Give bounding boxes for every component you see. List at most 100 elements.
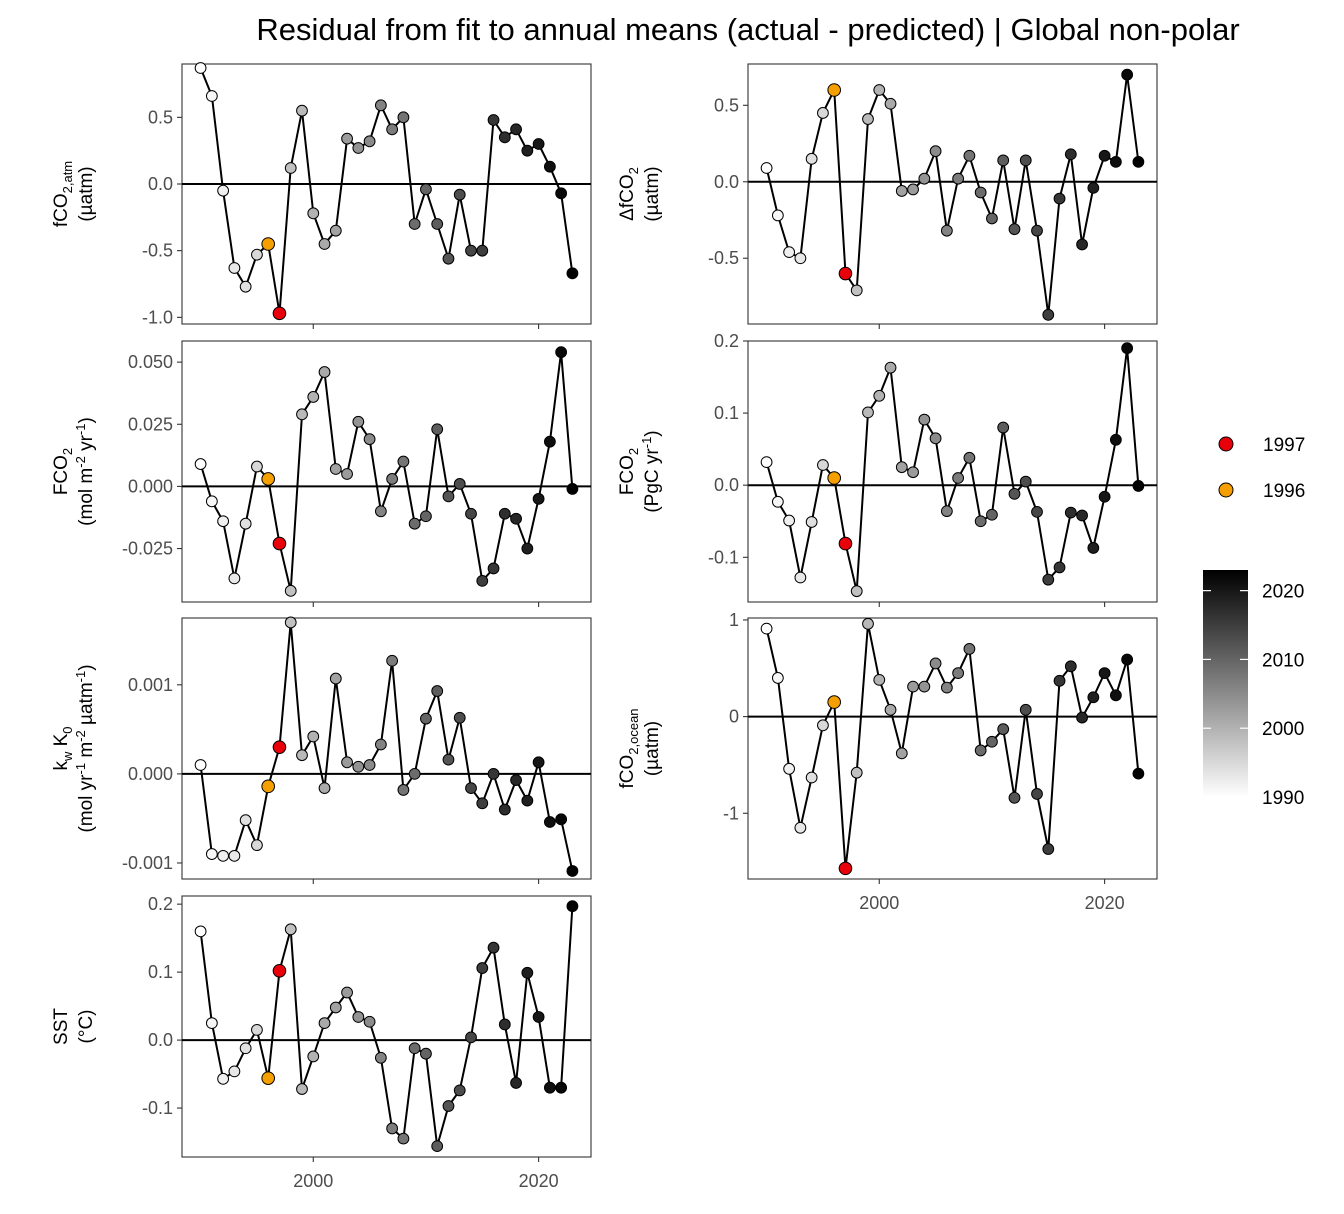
data-point-2007	[952, 667, 965, 679]
data-point-2022	[555, 813, 568, 826]
label-unit_mid: m	[76, 742, 97, 763]
data-point-1992	[783, 762, 796, 775]
data-point-1995	[817, 719, 829, 732]
data-point-2013	[453, 711, 466, 724]
data-point-2011	[997, 723, 1010, 736]
data-point-2009	[974, 515, 987, 528]
data-point-2020	[532, 1011, 545, 1023]
data-point-2014	[465, 244, 477, 257]
data-point-2020	[1098, 667, 1111, 679]
data-point-1999	[862, 617, 874, 630]
data-point-1999	[296, 408, 308, 421]
data-point-2001	[884, 361, 897, 374]
data-point-2010	[986, 212, 998, 225]
data-point-1992	[217, 849, 230, 862]
data-point-1995	[817, 107, 829, 119]
data-point-2005	[929, 432, 942, 445]
data-point-2023	[566, 267, 579, 280]
label-unit_main: (mol m	[76, 468, 97, 526]
data-point-1999	[296, 749, 308, 762]
data-point-2013	[453, 188, 466, 201]
data-point-2008	[963, 643, 976, 655]
data-point-1997	[838, 861, 853, 876]
data-point-2020	[532, 492, 545, 505]
y-tick-label: 0.025	[128, 414, 173, 434]
label-sub: 2	[626, 167, 641, 174]
panel-frame	[747, 340, 1158, 603]
data-point-2022	[1121, 342, 1134, 355]
y-tick-label: -0.025	[122, 539, 173, 559]
y-tick-label: -0.001	[122, 853, 173, 873]
data-point-2012	[1008, 791, 1021, 804]
data-point-2012	[442, 490, 455, 503]
label-unit_main: (mol yr	[76, 774, 97, 833]
data-point-1992	[783, 514, 796, 527]
y-axis-title: FCO2	[617, 448, 641, 495]
label-unit_sup3: -1	[73, 671, 88, 683]
data-point-2001	[884, 97, 897, 110]
y-axis-unit: (µatm)	[642, 166, 663, 221]
panel-fco2_ocean: -1 0 1 2000 2020 fCO2,ocean (µatm)	[617, 610, 1158, 913]
label-unit_end: )	[76, 664, 97, 670]
data-point-2002	[329, 1001, 342, 1014]
data-point-2015	[476, 574, 489, 587]
data-point-1991	[771, 495, 784, 508]
data-point-2021	[543, 160, 556, 173]
legend-label: 1997	[1263, 435, 1305, 456]
data-point-1996	[827, 695, 841, 709]
data-point-2011	[431, 685, 444, 697]
data-point-2010	[420, 183, 432, 196]
y-axis-title: fCO2,atm	[51, 161, 75, 227]
x-tick-label: 2020	[1085, 893, 1125, 913]
data-point-2016	[1053, 561, 1066, 574]
data-point-2016	[1053, 674, 1066, 687]
data-point-2011	[997, 421, 1010, 434]
label-line1_mid: K	[51, 733, 72, 751]
label-line1_sub1: w	[60, 751, 75, 762]
data-point-1998	[850, 585, 863, 598]
data-point-1999	[862, 406, 874, 419]
data-point-1998	[284, 616, 297, 629]
data-point-2020	[532, 756, 545, 769]
label-main: SST	[51, 1008, 72, 1045]
label-main: fCO	[617, 755, 638, 789]
data-point-1990	[760, 622, 773, 635]
data-point-2003	[907, 183, 919, 196]
data-point-2005	[929, 145, 942, 158]
y-tick-label: 0.1	[714, 403, 739, 423]
data-point-2018	[510, 512, 522, 525]
data-point-2013	[1019, 703, 1032, 716]
data-point-2020	[1098, 149, 1111, 162]
panel-fco2_flux_total: -0.1 0.0 0.1 0.2 FCO2 (PgC yr-1)	[617, 331, 1158, 607]
data-point-1995	[251, 460, 263, 473]
data-point-1993	[228, 572, 241, 585]
data-point-2007	[386, 123, 399, 136]
label-unit_end: )	[642, 430, 663, 436]
data-point-2012	[1008, 223, 1021, 236]
y-axis-title: ΔfCO2	[617, 167, 641, 221]
label-unit_mid: yr	[76, 434, 97, 456]
data-point-2012	[442, 1100, 455, 1112]
data-point-2015	[1042, 573, 1055, 586]
label-unit: (°C)	[76, 1010, 97, 1044]
legend-dot-1996	[1218, 482, 1234, 498]
data-point-2017	[498, 507, 511, 520]
data-point-2004	[918, 680, 931, 693]
label-unit: (µatm)	[642, 166, 663, 221]
data-point-1995	[251, 248, 263, 261]
data-point-2018	[510, 1077, 522, 1089]
label-sub: 2	[626, 448, 641, 455]
data-point-2023	[1132, 767, 1145, 780]
y-tick-label: 0.5	[714, 95, 739, 115]
panel-fco2_atm: -1.0 -0.5 0.0 0.5 fCO2,atm (µatm)	[51, 62, 592, 329]
y-tick-label: -0.1	[142, 1098, 173, 1118]
data-point-1993	[228, 262, 241, 274]
data-point-2011	[431, 1140, 444, 1153]
data-point-2021	[543, 816, 556, 828]
data-point-2007	[386, 654, 399, 667]
panel-frame	[181, 340, 592, 603]
data-point-2000	[307, 391, 320, 403]
data-point-2011	[997, 154, 1010, 167]
y-tick-label: 0.2	[148, 894, 173, 914]
data-point-2006	[940, 224, 953, 237]
